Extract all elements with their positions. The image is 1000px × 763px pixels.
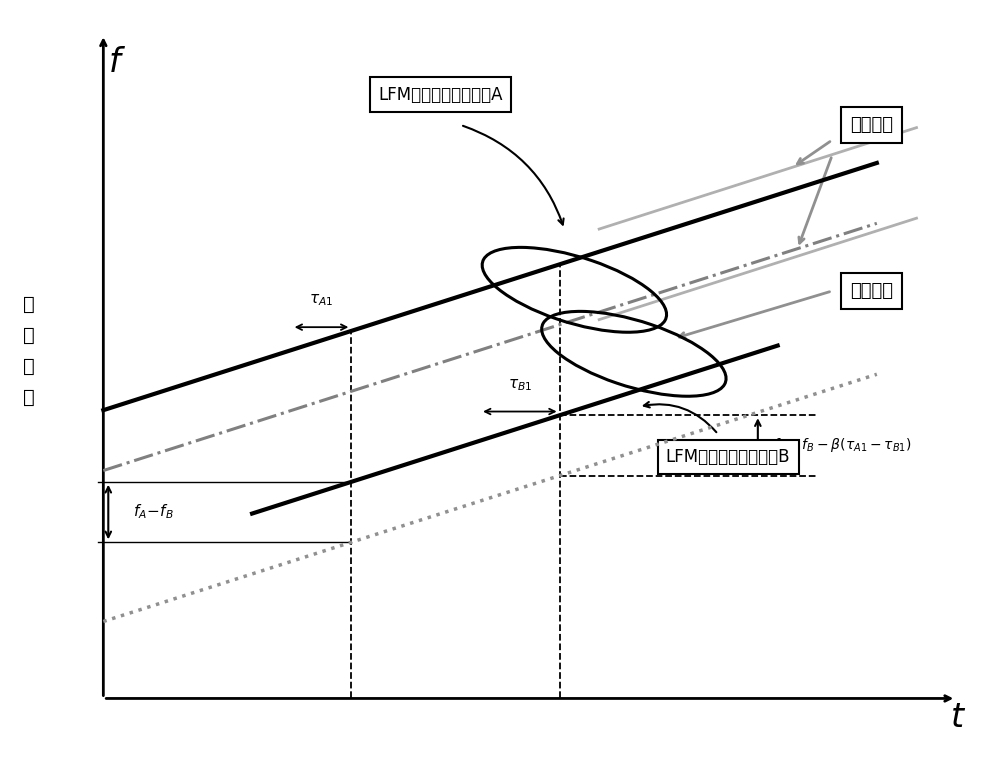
Text: t: t (951, 701, 964, 734)
Text: f: f (108, 46, 120, 79)
Text: $\tau_{B1}$: $\tau_{B1}$ (508, 377, 532, 393)
Text: 接收信号: 接收信号 (850, 282, 893, 300)
Text: 瞬
时
频
率: 瞬 时 频 率 (23, 295, 35, 407)
Text: LFM信号瞬时频率天线A: LFM信号瞬时频率天线A (378, 85, 503, 104)
Text: $f_A-f_B-\beta(\tau_{A1}-\tau_{B1})$: $f_A-f_B-\beta(\tau_{A1}-\tau_{B1})$ (773, 436, 911, 455)
Text: $\tau_{A1}$: $\tau_{A1}$ (309, 292, 334, 308)
Text: $f_A\!-\!f_B$: $f_A\!-\!f_B$ (133, 503, 174, 521)
Text: 发射信号: 发射信号 (850, 116, 893, 134)
Text: LFM信号瞬时频率天线B: LFM信号瞬时频率天线B (666, 448, 790, 466)
